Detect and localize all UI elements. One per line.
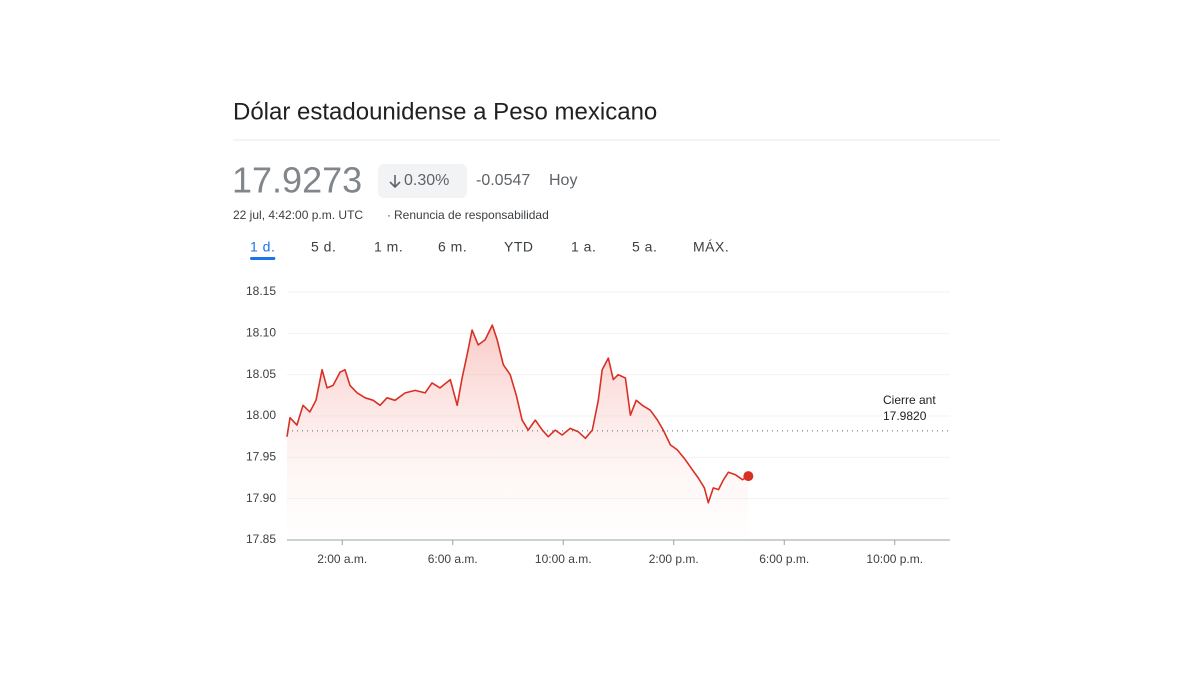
price-line xyxy=(286,324,749,504)
x-tick-label: 10:00 p.m. xyxy=(866,552,923,566)
price: 17.9273 xyxy=(232,160,362,201)
y-tick-label: 18.10 xyxy=(246,326,276,340)
y-tick-label: 18.00 xyxy=(246,408,276,422)
x-tick-label: 2:00 p.m. xyxy=(649,552,699,566)
y-tick-label: 17.95 xyxy=(246,450,276,464)
timestamp: 22 jul, 4:42:00 p.m. UTC xyxy=(233,208,363,222)
range-tabs: 1 d. 5 d. 1 m. 6 m. YTD 1 a. 5 a. MÁX. xyxy=(250,239,729,260)
chart: 17.85 17.90 17.95 18.00 18.05 18.10 18.15 2:00 … xyxy=(246,284,950,566)
y-tick-label: 18.05 xyxy=(246,367,276,381)
change-badge xyxy=(378,164,467,198)
change: -0.0547 xyxy=(476,172,530,189)
range-tab[interactable]: 1 d. xyxy=(250,239,275,255)
x-tick-label: 6:00 a.m. xyxy=(428,552,478,566)
range-tab[interactable]: YTD xyxy=(504,239,534,255)
x-tick-label: 2:00 a.m. xyxy=(317,552,367,566)
y-tick-label: 17.90 xyxy=(246,491,276,505)
period: Hoy xyxy=(549,172,577,189)
separator: · xyxy=(387,208,391,222)
y-tick-label: 17.85 xyxy=(246,532,276,546)
range-tab[interactable]: MÁX. xyxy=(693,239,729,255)
range-tab[interactable]: 5 d. xyxy=(311,239,336,255)
down-arrow-icon xyxy=(389,175,401,189)
range-tab[interactable]: 6 m. xyxy=(438,239,467,255)
range-tab[interactable]: 5 a. xyxy=(632,239,657,255)
x-tick-label: 10:00 a.m. xyxy=(535,552,592,566)
change-percent: 0.30% xyxy=(404,172,449,189)
range-tab[interactable]: 1 m. xyxy=(374,239,403,255)
disclaimer-link[interactable]: Renuncia de responsabilidad xyxy=(394,208,549,222)
x-tick-label: 6:00 p.m. xyxy=(759,552,809,566)
previous-close-name: Cierre ant xyxy=(883,393,936,407)
previous-close-label: 17.9820 xyxy=(883,409,927,423)
area-fill xyxy=(287,325,749,540)
last-point xyxy=(743,471,754,482)
title: Dólar estadounidense a Peso mexicano xyxy=(233,98,657,125)
tab-underline xyxy=(250,257,276,260)
range-tab[interactable]: 1 a. xyxy=(571,239,596,255)
y-tick-label: 18.15 xyxy=(246,284,276,298)
